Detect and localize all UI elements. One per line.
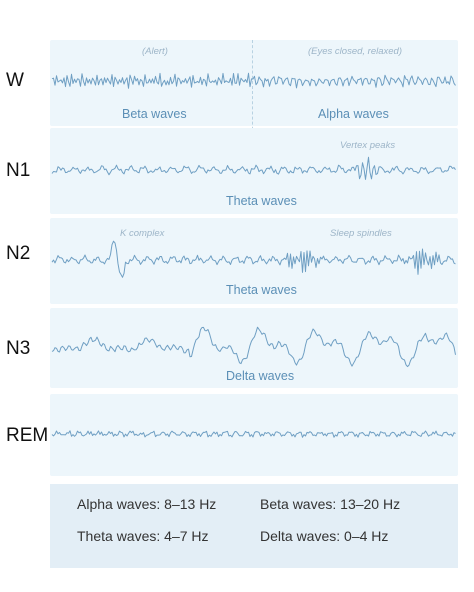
legend-alpha: Alpha waves: 8–13 Hz xyxy=(77,496,217,512)
panel-n3: Delta waves xyxy=(50,308,458,388)
eeg-trace-n3 xyxy=(51,326,456,368)
stage-label-n2: N2 xyxy=(6,243,31,264)
stage-label-n1: N1 xyxy=(6,160,31,181)
wave-label-theta-n1: Theta waves xyxy=(226,194,297,208)
eeg-trace-n2 xyxy=(51,240,456,278)
divider-line xyxy=(252,40,253,140)
wave-label-theta-n2: Theta waves xyxy=(226,283,297,297)
stage-label-w: W xyxy=(6,70,24,91)
legend-beta: Beta waves: 13–20 Hz xyxy=(260,496,401,512)
panel-n1: Vertex peaks Theta waves xyxy=(50,128,458,214)
eeg-trace-rem xyxy=(51,430,456,438)
eeg-trace-n1 xyxy=(51,156,456,180)
wave-label-beta: Beta waves xyxy=(122,107,187,121)
wave-label-delta: Delta waves xyxy=(226,369,295,383)
stage-label-rem: REM xyxy=(6,425,49,446)
note-sleep-spindles: Sleep spindles xyxy=(330,228,392,239)
wave-label-alpha: Alpha waves xyxy=(318,107,389,121)
eeg-trace-w xyxy=(51,72,456,89)
note-vertex-peaks: Vertex peaks xyxy=(340,140,396,151)
stage-label-n3: N3 xyxy=(6,338,31,359)
legend-theta: Theta waves: 4–7 Hz xyxy=(77,528,209,544)
frequency-legend: Alpha waves: 8–13 Hz Beta waves: 13–20 H… xyxy=(50,484,458,568)
note-alert: (Alert) xyxy=(142,46,168,57)
note-k-complex: K complex xyxy=(120,228,165,239)
note-eyes-closed: (Eyes closed, relaxed) xyxy=(308,46,402,57)
legend-delta: Delta waves: 0–4 Hz xyxy=(260,528,389,544)
panel-n2: K complex Sleep spindles Theta waves xyxy=(50,218,458,304)
panel-rem xyxy=(50,394,458,476)
panel-w: (Alert) (Eyes closed, relaxed) Beta wave… xyxy=(50,40,458,140)
